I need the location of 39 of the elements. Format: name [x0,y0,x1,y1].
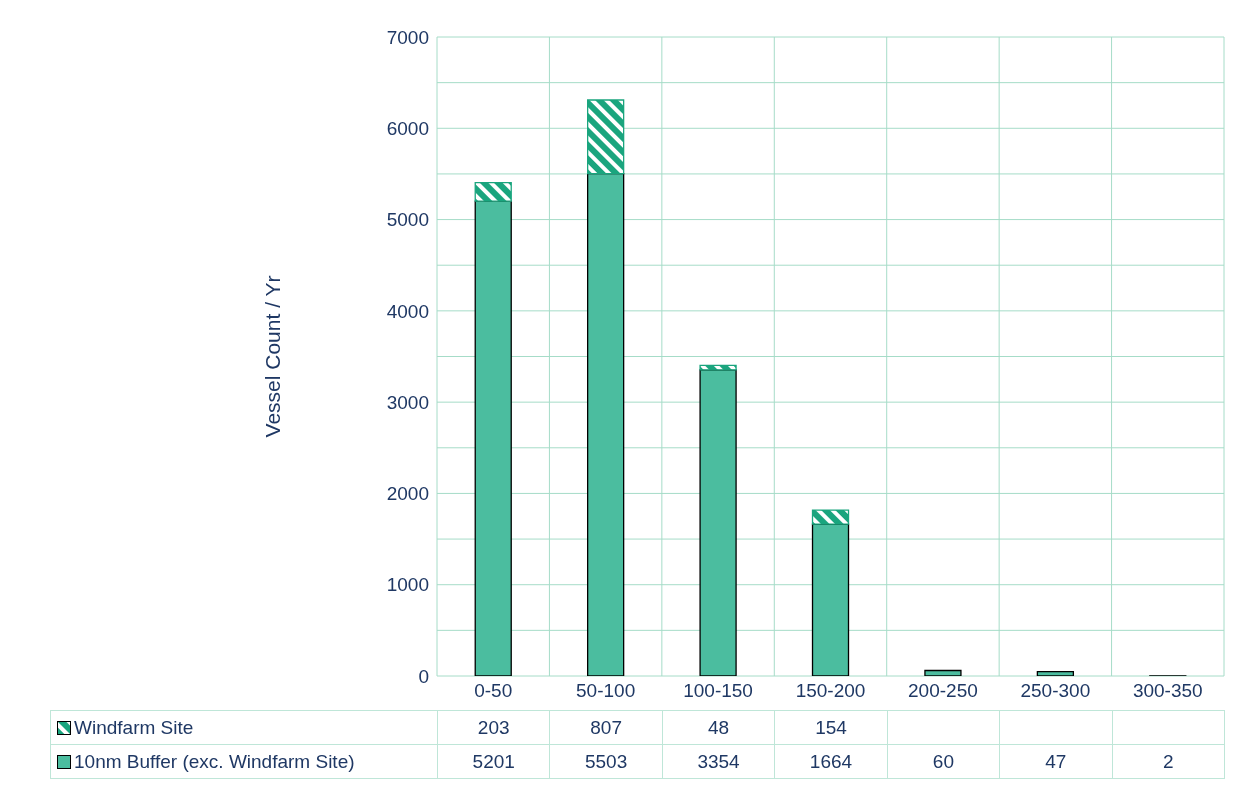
data-label: 203 [437,710,550,745]
y-tick-label: 6000 [386,118,429,140]
bar [474,200,512,676]
data-label: 5201 [437,744,550,779]
bar [699,364,737,371]
y-tick-label: 4000 [386,300,429,322]
data-label: 154 [774,710,888,745]
y-axis-title: Vessel Count / Yr [261,275,285,438]
y-tick-label: 2000 [386,483,429,505]
data-label: 2 [1112,744,1225,779]
data-label: 5503 [549,744,663,779]
x-tick-label: 100-150 [683,680,753,702]
legend-label: Windfarm Site [50,710,438,745]
data-label: 1664 [774,744,888,779]
y-tick-label: 3000 [386,391,429,413]
x-tick-label: 200-250 [908,680,978,702]
x-tick-label: 250-300 [1020,680,1091,702]
y-tick-label: 0 [418,665,429,687]
y-tick-label: 1000 [386,574,429,596]
data-label: 48 [662,710,775,745]
x-tick-label: 50-100 [576,680,636,702]
bar [1036,671,1075,676]
y-tick-label: 5000 [386,209,429,231]
bar [699,369,737,676]
data-label: 47 [999,744,1113,779]
x-tick-label: 150-200 [795,680,866,702]
x-tick-label: 0-50 [474,680,513,702]
bar [924,669,962,676]
legend-label: 10nm Buffer (exc. Windfarm Site) [50,744,438,779]
bar [474,182,512,202]
bar [587,99,625,175]
data-label: 3354 [662,744,775,779]
bar [587,173,625,676]
bar [811,509,850,525]
data-label: 807 [549,710,663,745]
bar [811,523,850,676]
x-tick-label: 300-350 [1132,680,1203,702]
data-label: 60 [887,744,1000,779]
y-tick-label: 7000 [386,26,429,48]
